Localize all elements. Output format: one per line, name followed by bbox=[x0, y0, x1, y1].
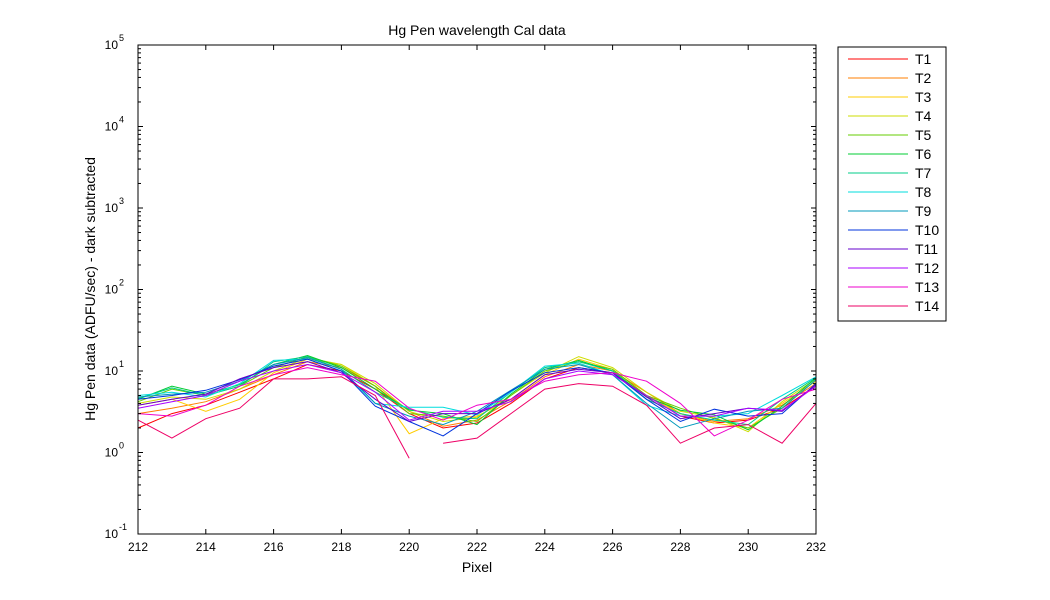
x-tick-label: 226 bbox=[603, 540, 623, 554]
legend-label-t1: T1 bbox=[915, 51, 932, 67]
legend-label-t8: T8 bbox=[915, 184, 932, 200]
series-line-t13 bbox=[137, 367, 817, 437]
y-tick-label: 10 bbox=[105, 446, 119, 460]
legend-label-t6: T6 bbox=[915, 146, 932, 162]
legend-label-t7: T7 bbox=[915, 165, 932, 181]
x-tick-label: 232 bbox=[806, 540, 826, 554]
plot-area bbox=[137, 354, 817, 459]
x-tick-label: 222 bbox=[467, 540, 487, 554]
series-line-t14 bbox=[137, 376, 410, 459]
series-line-t12 bbox=[137, 363, 817, 421]
x-tick-label: 228 bbox=[670, 540, 690, 554]
legend: T1 T2 T3 T4 T5 T6 T7 T8 T9 T10 T11 T12 T13 T14 bbox=[837, 46, 947, 322]
legend-label-t13: T13 bbox=[915, 279, 939, 295]
y-tick-label: 10 bbox=[105, 120, 119, 134]
y-tick-label: 10 bbox=[105, 283, 119, 297]
x-tick-label: 214 bbox=[196, 540, 216, 554]
x-tick-label: 220 bbox=[399, 540, 419, 554]
y-tick-label: 10 bbox=[105, 527, 119, 541]
y-tick-exponent: -1 bbox=[119, 522, 127, 532]
legend-label-t14: T14 bbox=[915, 298, 939, 314]
legend-label-t5: T5 bbox=[915, 127, 932, 143]
series-line-t11 bbox=[137, 361, 817, 423]
legend-label-t12: T12 bbox=[915, 260, 939, 276]
series-line-t14-segment bbox=[443, 383, 817, 444]
y-tick-exponent: 0 bbox=[119, 441, 124, 451]
legend-label-t4: T4 bbox=[915, 108, 932, 124]
y-tick-exponent: 3 bbox=[119, 196, 124, 206]
y-tick-exponent: 2 bbox=[119, 278, 124, 288]
y-tick-label: 10 bbox=[105, 38, 119, 52]
x-axis-label: Pixel bbox=[462, 559, 492, 575]
legend-label-t2: T2 bbox=[915, 70, 932, 86]
legend-label-t10: T10 bbox=[915, 222, 939, 238]
legend-box bbox=[837, 46, 947, 322]
x-tick-label: 224 bbox=[535, 540, 555, 554]
y-tick-exponent: 1 bbox=[119, 359, 124, 369]
y-tick-exponent: 4 bbox=[119, 115, 124, 125]
chart-title: Hg Pen wavelength Cal data bbox=[388, 22, 566, 38]
x-tick-label: 218 bbox=[331, 540, 351, 554]
series-line-t3 bbox=[137, 358, 817, 435]
legend-label-t11: T11 bbox=[915, 241, 938, 257]
x-tick-label: 216 bbox=[264, 540, 284, 554]
series-line-t2 bbox=[137, 361, 817, 427]
y-tick-label: 10 bbox=[105, 364, 119, 378]
x-tick-label: 212 bbox=[128, 540, 148, 554]
series-line-t1 bbox=[137, 363, 817, 429]
x-tick-label: 230 bbox=[738, 540, 758, 554]
y-tick-label: 10 bbox=[105, 201, 119, 215]
legend-label-t9: T9 bbox=[915, 203, 932, 219]
y-tick-exponent: 5 bbox=[119, 33, 124, 43]
legend-label-t3: T3 bbox=[915, 89, 932, 105]
y-axis-label: Hg Pen data (ADFU/sec) - dark subtracted bbox=[82, 157, 98, 421]
